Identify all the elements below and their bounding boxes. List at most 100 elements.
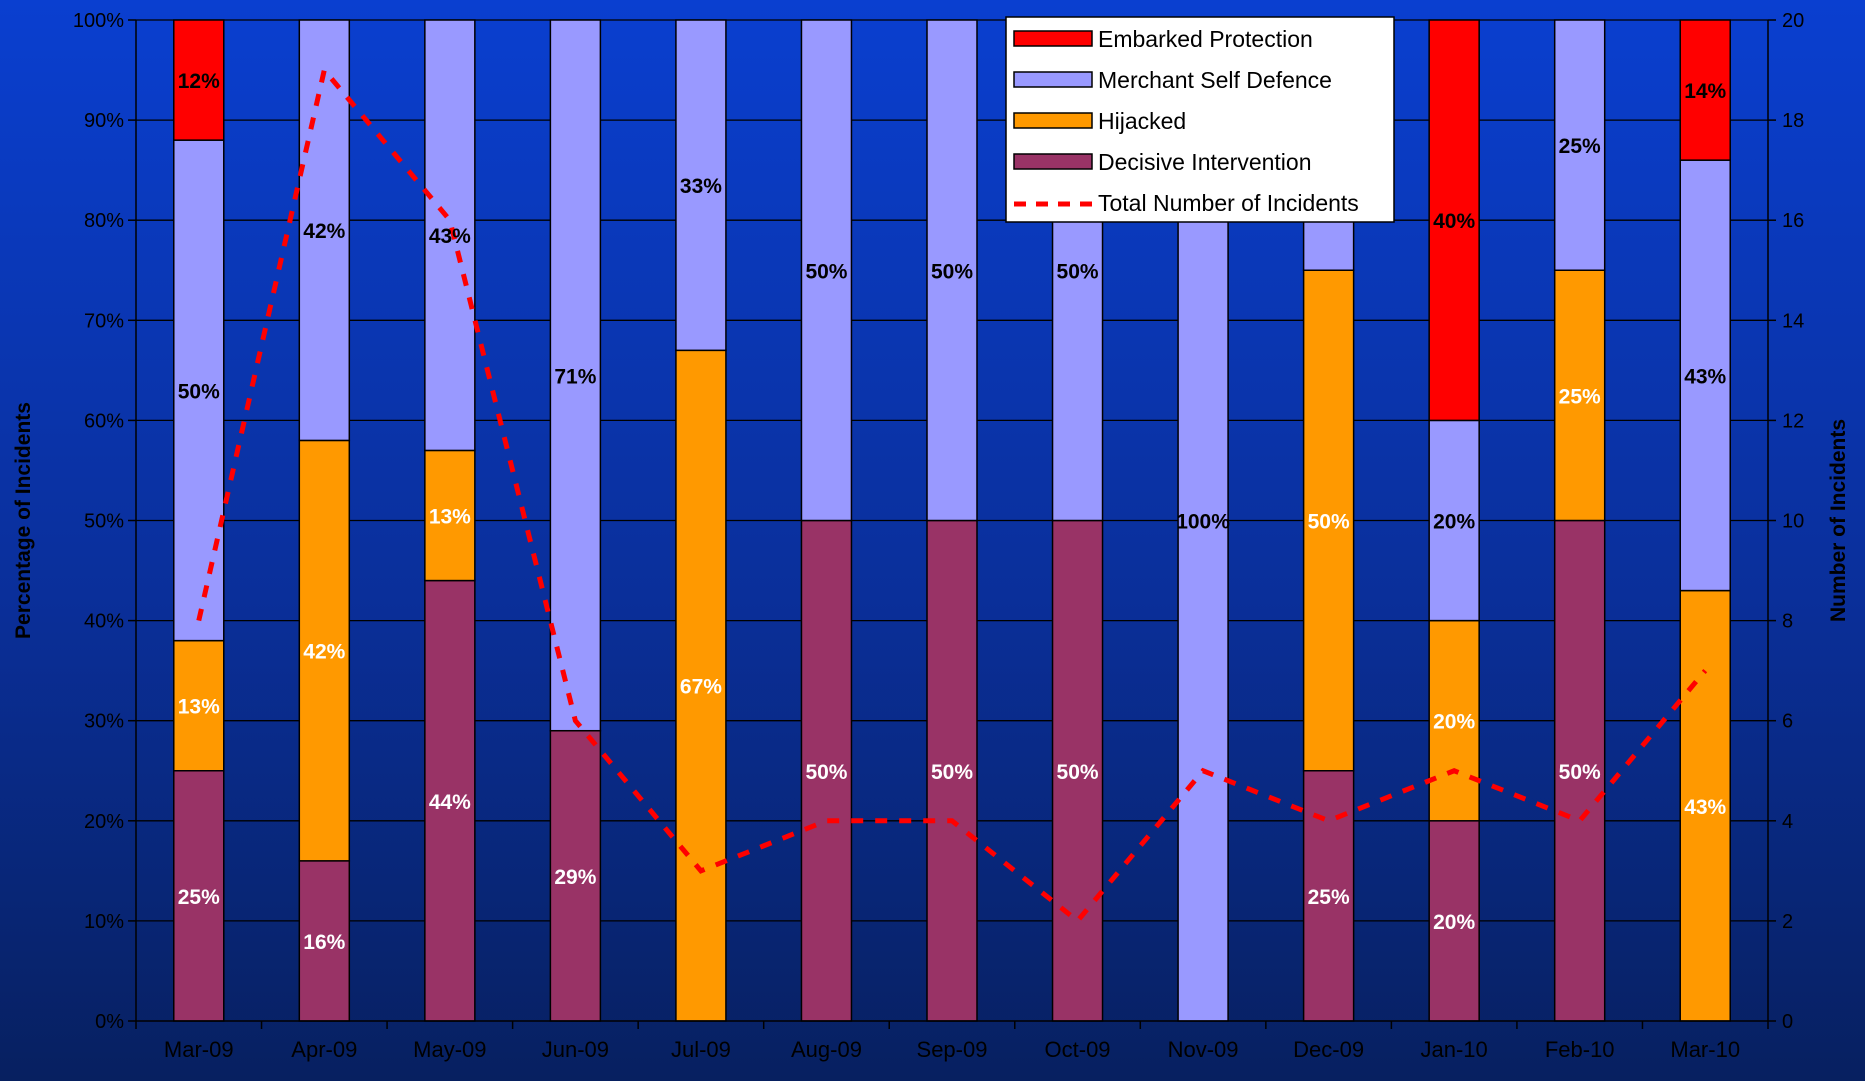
bar-merchant-self-defence — [1553, 19, 1606, 271]
legend-label[interactable]: Embarked Protection — [1098, 26, 1313, 52]
x-tick-label: Sep-09 — [917, 1037, 988, 1062]
bar-hijacked — [424, 449, 476, 582]
x-tick-label: Apr-09 — [291, 1037, 357, 1062]
bar-merchant-self-defence — [926, 19, 978, 522]
bar-decisive-intervention — [424, 579, 476, 1022]
y-tick-label: 20% — [84, 811, 124, 833]
y-tick-label: 90% — [84, 110, 124, 132]
y2-tick-label: 18 — [1782, 110, 1804, 132]
y-tick-label: 80% — [84, 210, 124, 232]
bar-embarked-protection — [173, 19, 225, 141]
legend-label[interactable]: Decisive Intervention — [1098, 149, 1312, 175]
y-tick-label: 40% — [84, 611, 124, 633]
y2-tick-label: 8 — [1782, 611, 1793, 633]
data-label-decisive-intervention: 50% — [931, 761, 973, 784]
data-label-decisive-intervention: 50% — [1559, 761, 1601, 784]
data-label-merchant-self-defence: 20% — [1433, 511, 1475, 534]
legend-swatch — [1013, 71, 1093, 88]
bar-hijacked — [1428, 619, 1480, 822]
data-label-merchant-self-defence: 33% — [680, 175, 722, 198]
bar-merchant-self-defence — [1679, 159, 1731, 592]
bar-merchant-self-defence — [549, 19, 602, 732]
x-tick-label: Mar-09 — [164, 1037, 234, 1062]
x-tick-label: Dec-09 — [1293, 1037, 1364, 1062]
data-label-hijacked: 13% — [429, 505, 471, 528]
data-label-decisive-intervention: 25% — [178, 886, 220, 909]
bar-hijacked — [298, 439, 351, 862]
legend-swatch — [1013, 153, 1093, 170]
x-tick-label: Nov-09 — [1168, 1037, 1239, 1062]
x-tick-label: Jul-09 — [671, 1037, 731, 1062]
y2-tick-label: 14 — [1782, 310, 1804, 332]
data-label-merchant-self-defence: 71% — [554, 365, 596, 388]
y2-tick-label: 6 — [1782, 711, 1793, 733]
stacked-bars — [173, 19, 1731, 1022]
y2-tick-label: 20 — [1782, 10, 1804, 32]
bar-merchant-self-defence — [1428, 419, 1480, 622]
legend-label[interactable]: Hijacked — [1098, 108, 1186, 134]
data-label-merchant-self-defence: 25% — [1559, 135, 1601, 158]
y2-tick-label: 12 — [1782, 410, 1804, 432]
y2-tick-label: 4 — [1782, 811, 1793, 833]
data-label-merchant-self-defence: 50% — [178, 380, 220, 403]
data-label-hijacked: 43% — [1684, 796, 1726, 819]
data-label-hijacked: 13% — [178, 696, 220, 719]
data-label-hijacked: 25% — [1559, 385, 1601, 408]
x-tick-label: Feb-10 — [1545, 1037, 1615, 1062]
bar-merchant-self-defence — [800, 19, 853, 522]
bar-embarked-protection — [1679, 19, 1731, 161]
data-label-hijacked: 50% — [1308, 511, 1350, 534]
bar-merchant-self-defence — [675, 19, 727, 352]
data-label-decisive-intervention: 29% — [554, 866, 596, 889]
legend-swatch — [1013, 112, 1093, 129]
data-label-decisive-intervention: 50% — [805, 761, 847, 784]
bar-merchant-self-defence — [173, 139, 225, 642]
axes: 0% 10% 20% 30% 40% 50% 60% 70% 80% 90% 100% 0 2 4 6 8 10… — [12, 10, 1850, 1062]
bar-decisive-intervention — [1428, 820, 1480, 1022]
y-tick-label: 50% — [84, 511, 124, 533]
bar-decisive-intervention — [298, 860, 351, 1022]
data-label-embarked-protection: 12% — [178, 70, 220, 93]
y2-tick-label: 16 — [1782, 210, 1804, 232]
x-tick-label: Aug-09 — [791, 1037, 862, 1062]
legend-label[interactable]: Merchant Self Defence — [1098, 67, 1332, 93]
y2-tick-label: 2 — [1782, 911, 1793, 933]
data-label-merchant-self-defence: 50% — [805, 260, 847, 283]
bar-merchant-self-defence — [298, 19, 351, 442]
x-tick-label: Mar-10 — [1670, 1037, 1740, 1062]
x-tick-label: Oct-09 — [1045, 1037, 1111, 1062]
bar-hijacked — [173, 639, 225, 772]
data-label-decisive-intervention: 50% — [1057, 761, 1099, 784]
data-label-hijacked: 20% — [1433, 711, 1475, 734]
bar-decisive-intervention — [1553, 519, 1606, 1022]
y-tick-label: 30% — [84, 711, 124, 733]
data-label-merchant-self-defence: 100% — [1176, 511, 1230, 534]
y-tick-label: 60% — [84, 410, 124, 432]
bar-hijacked — [1302, 269, 1355, 772]
legend-swatch — [1013, 30, 1093, 47]
data-label-embarked-protection: 14% — [1684, 80, 1726, 103]
bar-merchant-self-defence — [424, 19, 476, 452]
data-label-decisive-intervention: 16% — [303, 931, 345, 954]
bar-hijacked — [1553, 269, 1606, 522]
legend[interactable]: Embarked Protection Merchant Self Defence… — [1005, 16, 1395, 223]
data-label-merchant-self-defence: 42% — [303, 220, 345, 243]
data-label-merchant-self-defence: 50% — [931, 260, 973, 283]
bar-decisive-intervention — [549, 729, 602, 1022]
bar-hijacked — [675, 349, 727, 1022]
legend-label[interactable]: Total Number of Incidents — [1098, 190, 1359, 216]
data-label-decisive-intervention: 25% — [1308, 886, 1350, 909]
y2-axis-title: Number of Incidents — [1827, 419, 1850, 622]
y-tick-label: 10% — [84, 911, 124, 933]
x-tick-label: Jun-09 — [542, 1037, 609, 1062]
data-label-decisive-intervention: 44% — [429, 791, 471, 814]
data-label-hijacked: 42% — [303, 641, 345, 664]
data-label-merchant-self-defence: 43% — [429, 225, 471, 248]
y-tick-label: 70% — [84, 310, 124, 332]
total-incidents-line — [196, 64, 1708, 925]
y-axis-title: Percentage of Incidents — [12, 402, 35, 639]
data-labels: 25% 13% 50% 12% 16% 42% 42% 44% 13% 43% 29% 71% 67% 3… — [178, 70, 1727, 954]
data-label-embarked-protection: 40% — [1433, 210, 1475, 233]
y-tick-label: 0% — [95, 1011, 124, 1033]
